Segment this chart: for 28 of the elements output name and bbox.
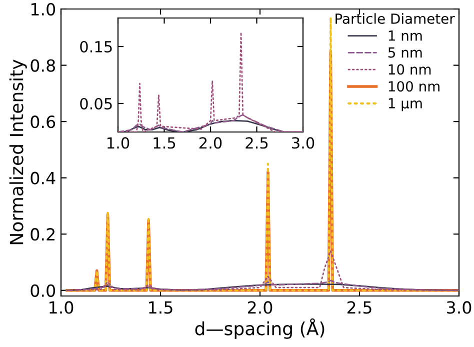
x-tick-label: 1.5	[149, 301, 172, 314]
x-tick-label: 2.5	[246, 137, 268, 149]
y-tick-label: 0.0	[30, 284, 56, 297]
y-axis-title: Normalized Intensity	[9, 60, 27, 244]
x-tick-label: 1.0	[108, 137, 130, 149]
y-tick-label: 0.2	[30, 228, 54, 241]
x-tick-label: 1.5	[154, 137, 176, 149]
x-tick-label: 3.0	[292, 137, 314, 149]
legend-label: 1 μm	[388, 98, 422, 112]
x-tick-label: 1.0	[50, 301, 74, 314]
line-series	[66, 280, 459, 292]
y-tick-label: 0.05	[80, 98, 112, 110]
legend-label: 100 nm	[388, 81, 440, 92]
legend-title: Particle Diameter	[336, 13, 455, 24]
x-axis-title: d—spacing (Å)	[195, 318, 324, 339]
legend-label: 5 nm	[388, 47, 422, 58]
y-tick-label: 0.15	[80, 40, 112, 53]
y-tick-label: 0.6	[30, 116, 56, 128]
y-tick-label: 0.4	[30, 172, 56, 184]
legend-label: 10 nm	[388, 64, 431, 75]
y-tick-label: 1.0	[31, 2, 56, 16]
y-tick-label: 0.8	[30, 59, 55, 72]
x-tick-label: 3.0	[447, 301, 472, 314]
x-tick-label: 2.0	[248, 301, 272, 314]
line-series	[66, 250, 459, 292]
legend-label: 1 nm	[388, 30, 422, 41]
x-tick-label: 2.5	[347, 301, 372, 314]
x-tick-label: 2.0	[199, 137, 222, 149]
